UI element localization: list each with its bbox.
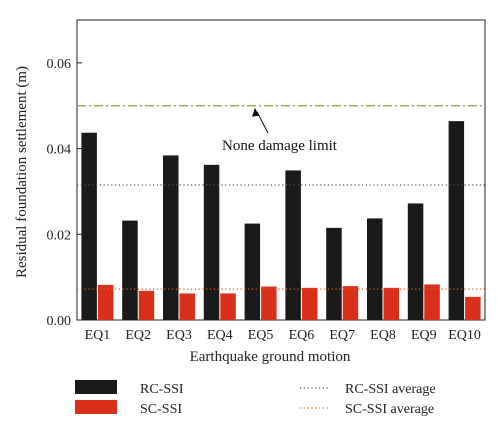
annotation-arrow-shaft [256,111,269,134]
x-tick-label-eq4: EQ4 [207,328,233,343]
bar-sc-ssi-eq2 [138,290,155,320]
x-axis-title: Earthquake ground motion [190,349,351,365]
y-tick-label: 0.06 [47,57,72,72]
bar-rc-ssi-eq1 [81,132,97,320]
x-tick-label-eq3: EQ3 [166,328,192,343]
x-tick-label-eq8: EQ8 [370,328,396,343]
bar-rc-ssi-eq6 [285,170,301,320]
bar-rc-ssi-eq9 [407,203,424,320]
x-tick-label-eq10: EQ10 [448,328,481,343]
x-tick-label-eq7: EQ7 [329,328,355,343]
bar-rc-ssi-eq10 [448,121,465,321]
x-tick-label-eq6: EQ6 [289,328,315,343]
plot-area: 0.00 0.02 0.04 0.06 EQ1 EQ2 EQ3 EQ4 EQ5 EQ6 EQ7 EQ8… [47,19,486,343]
legend: RC-SSI SC-SSI RC-SSI average SC-SSI average [75,380,436,417]
y-tick-label: 0.04 [47,143,72,158]
bar-rc-ssi-eq7 [326,227,342,320]
y-tick-label: 0.00 [47,314,72,329]
bar-sc-ssi-eq5 [261,286,277,320]
bar-rc-ssi-eq5 [244,223,261,320]
bar-rc-ssi-eq3 [163,155,179,320]
y-tick-label: 0.02 [47,228,72,243]
bar-sc-ssi-eq8 [383,287,399,320]
annotation-arrow-head [252,107,259,117]
legend-label-rc-ssi: RC-SSI [140,382,184,397]
plot-frame [76,19,486,321]
legend-swatch-sc-ssi [75,400,117,414]
x-tick-label-eq5: EQ5 [248,328,274,343]
bar-sc-ssi-eq1 [97,284,114,320]
bar-sc-ssi-eq4 [220,293,236,320]
legend-label-sc-ssi-average: SC-SSI average [345,402,434,417]
bar-rc-ssi-eq4 [203,164,220,320]
legend-label-rc-ssi-average: RC-SSI average [345,382,436,397]
annotation-text: None damage limit [222,138,338,154]
x-tick-label-eq2: EQ2 [125,328,151,343]
x-tick-label-eq9: EQ9 [411,328,437,343]
x-tick-label-eq1: EQ1 [85,328,111,343]
bar-sc-ssi-eq10 [465,296,481,320]
bar-sc-ssi-eq7 [342,286,359,320]
annotation-arrow [252,107,269,134]
bar-sc-ssi-eq6 [301,287,318,320]
bar-rc-ssi-eq2 [122,220,138,320]
legend-label-sc-ssi: SC-SSI [140,402,182,417]
bar-sc-ssi-eq3 [179,293,195,320]
bar-sc-ssi-eq9 [424,284,440,320]
y-axis-title: Residual foundation settlement (m) [14,66,30,278]
bar-rc-ssi-eq8 [367,218,383,320]
legend-swatch-rc-ssi [75,380,117,394]
